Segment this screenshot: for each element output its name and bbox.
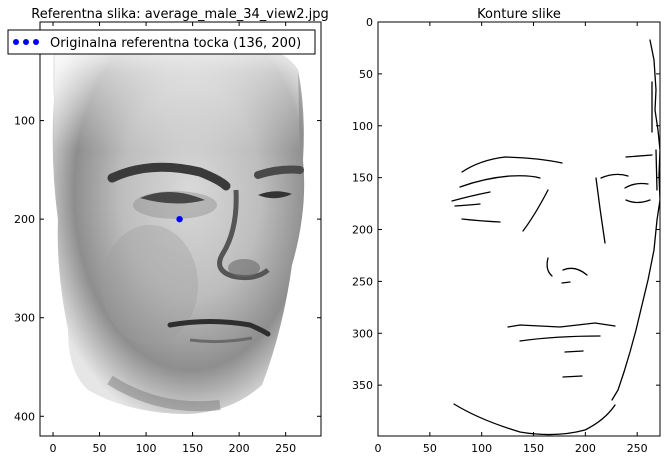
left-eye	[140, 191, 205, 204]
reference-point	[176, 215, 183, 223]
mouth	[167, 319, 271, 337]
nose-contour	[546, 257, 553, 277]
y-tick-label: 0	[366, 16, 373, 29]
legend: Originalna referentna tocka (136, 200)	[7, 29, 316, 55]
right-axes-frame	[377, 21, 661, 437]
legend-marker-2	[23, 39, 29, 45]
y-tick-label: 100	[14, 115, 35, 128]
legend-marker-1	[13, 39, 19, 45]
mouth-contour	[507, 322, 616, 328]
y-tick-label: 300	[14, 312, 35, 325]
y-tick-label: 400	[14, 410, 35, 423]
x-tick-label: 200	[229, 442, 250, 455]
x-tick-label: 150	[523, 442, 544, 455]
left-ticks: 0 50 100 150 200 250 100 200 300 400	[14, 22, 321, 455]
x-tick-label: 250	[275, 442, 296, 455]
forehead-fade	[54, 31, 300, 150]
right-eye	[258, 191, 292, 199]
reference-image-axes: Referentna slika: average_male_34_view2.…	[7, 7, 329, 455]
contours-axes: Konture slike	[352, 7, 661, 455]
x-tick-label: 150	[182, 442, 203, 455]
jaw-contour	[453, 403, 616, 436]
left-chart-title: Referentna slika: average_male_34_view2.…	[31, 7, 328, 22]
y-tick-label: 100	[352, 120, 373, 133]
x-tick-label: 200	[575, 442, 596, 455]
legend-marker-3	[33, 39, 39, 45]
nose-bridge-contour	[522, 189, 549, 232]
y-tick-label: 350	[352, 379, 373, 392]
right-brow-contour	[625, 154, 653, 158]
right-brow	[254, 165, 304, 179]
contour-lines	[451, 39, 660, 436]
right-ticks: 0 50 100 150 200 250 0 50 100 150 200 250 300 350	[352, 16, 660, 455]
y-tick-label: 250	[352, 275, 373, 288]
x-tick-label: 50	[423, 442, 437, 455]
right-chart-title: Konture slike	[477, 7, 561, 22]
face-photo	[52, 31, 305, 414]
x-tick-label: 100	[471, 442, 492, 455]
y-tick-label: 50	[359, 68, 373, 81]
left-brow-contour	[461, 156, 563, 173]
x-tick-label: 0	[50, 442, 57, 455]
left-axes-frame	[39, 21, 322, 437]
x-tick-label: 100	[136, 442, 157, 455]
x-tick-label: 50	[93, 442, 107, 455]
y-tick-label: 200	[14, 213, 35, 226]
x-tick-label: 0	[375, 442, 382, 455]
right-plot-background	[378, 22, 660, 436]
y-tick-label: 200	[352, 224, 373, 237]
legend-label: Originalna referentna tocka (136, 200)	[50, 36, 301, 51]
legend-box	[7, 29, 316, 55]
y-tick-label: 150	[352, 172, 373, 185]
left-brow	[107, 162, 231, 191]
nose	[217, 189, 270, 280]
face-outline-contour	[611, 39, 660, 401]
x-tick-label: 250	[627, 442, 648, 455]
y-tick-label: 300	[352, 327, 373, 340]
left-marks	[176, 215, 183, 223]
